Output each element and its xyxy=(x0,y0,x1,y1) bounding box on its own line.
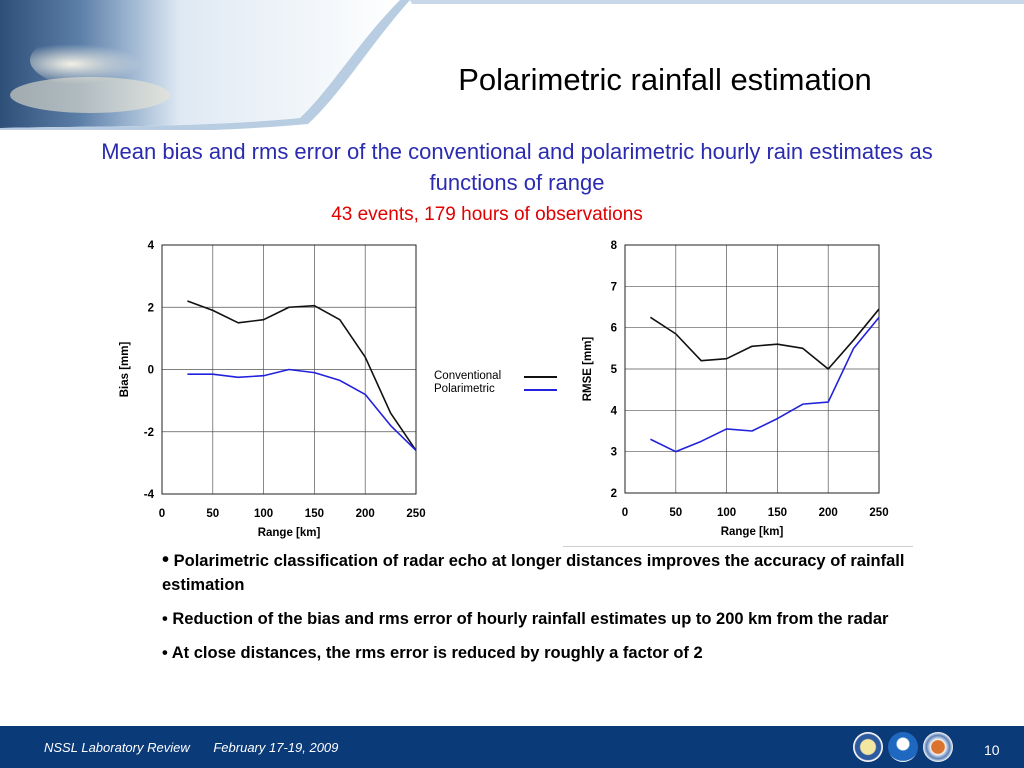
rmse-y-tick-label: 7 xyxy=(611,281,617,293)
bias-y-tick-label: -4 xyxy=(144,489,155,501)
bias-plot-area: 0 50 100 150 200 250 -4 -2 0 2 4 Range [km] Bias [mm… xyxy=(119,240,426,539)
slide-subtitle: Mean bias and rms error of the conventio… xyxy=(101,139,933,195)
rmse-x-tick-label: 250 xyxy=(869,507,888,519)
bias-x-tick-label: 150 xyxy=(305,508,324,520)
nssl-logo-icon xyxy=(923,732,953,762)
doc-seal-icon xyxy=(853,732,883,762)
footer-org: NSSL Laboratory Review xyxy=(44,740,190,755)
legend-label-conventional: Conventional xyxy=(434,370,502,382)
header-sky-banner xyxy=(0,0,1024,130)
bias-y-tick-label: 0 xyxy=(148,365,154,377)
bias-series-line-polarimetric xyxy=(187,368,417,451)
bias-x-tick-label: 100 xyxy=(254,508,273,520)
bullet-item: • Polarimetric classification of radar e… xyxy=(162,548,922,597)
rmse-x-tick-label: 100 xyxy=(717,507,736,519)
bullet-item: • Reduction of the bias and rms error of… xyxy=(162,607,922,631)
rmse-x-tick-label: 50 xyxy=(669,507,682,519)
chart-legend: Conventional Polarimetric xyxy=(434,370,564,400)
page-number: 10 xyxy=(984,742,1000,758)
bias-x-tick-label: 200 xyxy=(356,508,375,520)
rmse-y-tick-label: 6 xyxy=(611,323,617,335)
rmse-y-tick-label: 8 xyxy=(611,240,618,252)
bias-plot-frame xyxy=(161,244,417,495)
slide-title: Polarimetric rainfall estimation xyxy=(458,62,872,97)
footer-date: February 17-19, 2009 xyxy=(213,740,339,755)
bullet-text: At close distances, the rms error is red… xyxy=(171,644,703,662)
rmse-x-tick-label: 200 xyxy=(819,507,838,519)
legend-swatch-conventional xyxy=(524,376,557,378)
bias-chart: 0 50 100 150 200 250 -4 -2 0 2 4 Range [km] Bias [mm… xyxy=(119,240,426,539)
bias-y-axis-label: Bias [mm] xyxy=(119,342,131,398)
rmse-chart: 0 50 100 150 200 250 2 3 4 5 6 7 8 Range [km] RMSE [mm… xyxy=(582,240,889,538)
rmse-plot-area: 0 50 100 150 200 250 2 3 4 5 6 7 8 Range [km] RMSE [mm… xyxy=(582,240,889,538)
bias-y-tick-label: 4 xyxy=(148,240,155,252)
rmse-y-tick-label: 5 xyxy=(611,364,618,376)
bias-y-tick-label: 2 xyxy=(148,302,154,314)
bias-x-axis-label: Range [km] xyxy=(258,527,321,539)
chart-separator-line xyxy=(563,546,913,547)
footer-caption: NSSL Laboratory Review February 17-19, 2… xyxy=(44,740,358,755)
noaa-logo-icon xyxy=(888,732,918,762)
bullet-item: • At close distances, the rms error is r… xyxy=(162,641,922,665)
rmse-plot-frame xyxy=(624,244,880,494)
legend-label-polarimetric: Polarimetric xyxy=(434,383,495,395)
bullet-text: Reduction of the bias and rms error of h… xyxy=(172,610,889,628)
bias-x-tick-label: 0 xyxy=(159,508,165,520)
rmse-x-tick-label: 150 xyxy=(768,507,787,519)
rmse-x-axis-label: Range [km] xyxy=(721,526,784,538)
rmse-series-line-polarimetric xyxy=(650,316,880,453)
legend-swatch-polarimetric xyxy=(524,389,557,391)
rmse-series-line-conventional xyxy=(649,308,880,370)
bullet-glyph: • xyxy=(162,549,170,571)
footer-bar: NSSL Laboratory Review February 17-19, 2… xyxy=(0,726,1024,768)
bullet-glyph: • xyxy=(162,644,168,662)
legend-item-conventional: Conventional xyxy=(434,370,564,383)
rmse-y-tick-label: 2 xyxy=(611,488,617,500)
bias-series-line-conventional xyxy=(187,300,417,451)
rmse-y-tick-label: 4 xyxy=(611,405,618,417)
bias-y-tick-label: -2 xyxy=(144,427,154,439)
rmse-y-tick-label: 3 xyxy=(611,447,617,459)
bullet-glyph: • xyxy=(162,610,168,628)
legend-item-polarimetric: Polarimetric xyxy=(434,383,564,396)
bias-x-tick-label: 50 xyxy=(206,508,219,520)
bias-x-tick-label: 250 xyxy=(406,508,425,520)
rmse-x-tick-label: 0 xyxy=(622,507,628,519)
observation-note: 43 events, 179 hours of observations xyxy=(331,204,643,225)
bullet-text: Polarimetric classification of radar ech… xyxy=(162,552,905,594)
bullet-list: • Polarimetric classification of radar e… xyxy=(162,548,922,675)
rmse-y-axis-label: RMSE [mm] xyxy=(582,337,594,402)
